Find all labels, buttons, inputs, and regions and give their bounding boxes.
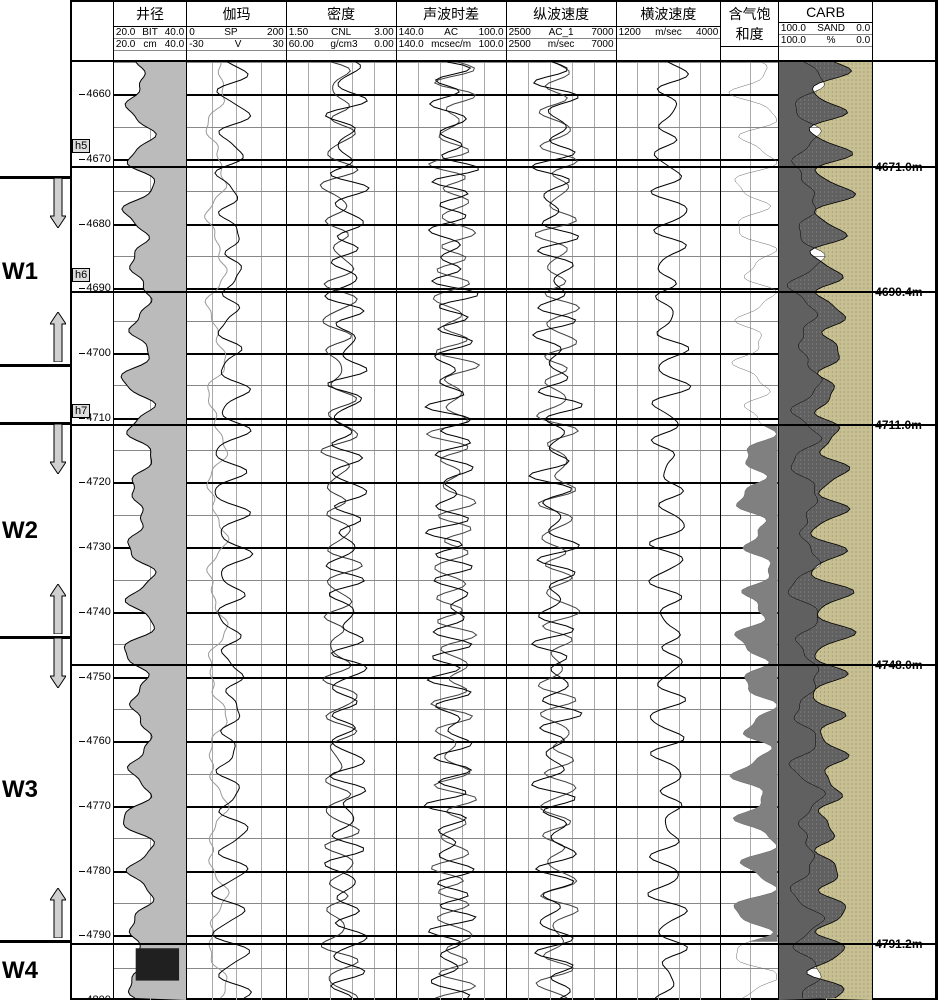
- depth-tick: 4790: [72, 929, 113, 941]
- curve-vs: [617, 62, 721, 1000]
- scale-row: 140.0mcsec/m100.0: [397, 39, 506, 51]
- scale-row: 100.0SAND0.0: [779, 23, 872, 35]
- header-caliper: 井径20.0BIT40.020.0cm40.0: [114, 2, 187, 60]
- header-acoustic: 声波时差140.0AC100.0140.0mcsec/m100.0: [397, 2, 507, 60]
- track-caliper: [114, 62, 187, 1000]
- track-body: 4660467046804690470047104720473047404750…: [72, 62, 936, 1000]
- scale-row: 0SP200: [187, 27, 286, 39]
- track-headers: 井径20.0BIT40.020.0cm40.0伽玛0SP200-30V30密度1…: [72, 2, 936, 62]
- zone-arrow-down-icon: [50, 638, 66, 688]
- scale-row: 2500AC_17000: [507, 27, 616, 39]
- scale-row: 1200m/sec4000: [617, 27, 721, 39]
- zone-label-W1: W1: [2, 258, 38, 286]
- zone-label-W2: W2: [2, 517, 38, 545]
- scale-row: 100.0%0.0: [779, 35, 872, 47]
- header-lithology: CARB100.0SAND0.0100.0%0.0: [779, 2, 873, 60]
- zone-arrow-up-icon: [50, 584, 66, 634]
- track-density: [287, 62, 397, 1000]
- depth-tick: 4750: [72, 671, 113, 683]
- track-title: CARB: [779, 2, 872, 23]
- track-title: 井径: [114, 2, 186, 27]
- horizon-line: [72, 291, 936, 293]
- depth-tick: 4670: [72, 153, 113, 165]
- track-title: 密度: [287, 2, 396, 27]
- track-lithology: [779, 62, 873, 1000]
- scale-row: 1.50CNL3.00: [287, 27, 396, 39]
- header-depth: [72, 2, 114, 60]
- track-title: 伽玛: [187, 2, 286, 27]
- zone-arrow-down-icon: [50, 178, 66, 228]
- horizon-line: [72, 664, 936, 666]
- track-title: 含气饱和度: [721, 2, 778, 47]
- track-right_margin: 4671.0m4690.4m4711.0m4748.0m4791.2m: [873, 62, 936, 1000]
- track-gamma: [187, 62, 287, 1000]
- depth-tick: 4680: [72, 218, 113, 230]
- horizon-line: [72, 943, 936, 945]
- depth-tick: 4660: [72, 88, 113, 100]
- zone-divider: [0, 940, 70, 943]
- depth-tick: 4800: [72, 994, 113, 1000]
- curve-gamma: [187, 62, 286, 1000]
- depth-tick: 4700: [72, 347, 113, 359]
- zone-arrow-down-icon: [50, 424, 66, 474]
- track-title: 纵波速度: [507, 2, 616, 27]
- zone-label-W4: W4: [2, 957, 38, 985]
- track-vp: [507, 62, 617, 1000]
- curve-vp: [507, 62, 616, 1000]
- scale-row: 20.0BIT40.0: [114, 27, 186, 39]
- track-depth: 4660467046804690470047104720473047404750…: [72, 62, 114, 1000]
- marker-h6: h6: [72, 268, 90, 282]
- curve-density: [287, 62, 396, 1000]
- depth-tick: 4730: [72, 541, 113, 553]
- header-vs: 横波速度1200m/sec4000: [617, 2, 722, 60]
- log-area: 井径20.0BIT40.020.0cm40.0伽玛0SP200-30V30密度1…: [70, 0, 938, 1000]
- depth-tick: 4780: [72, 865, 113, 877]
- zone-arrow-up-icon: [50, 888, 66, 938]
- scale-row: -30V30: [187, 39, 286, 51]
- horizon-line: [72, 424, 936, 426]
- track-gas_sat: [721, 62, 779, 1000]
- scale-row: 2500m/sec7000: [507, 39, 616, 51]
- curve-gas_sat: [721, 62, 778, 1000]
- depth-tick: 4760: [72, 735, 113, 747]
- header-density: 密度1.50CNL3.0060.00g/cm30.00: [287, 2, 397, 60]
- scale-row: 140.0AC100.0: [397, 27, 506, 39]
- zone-arrow-up-icon: [50, 312, 66, 362]
- scale-row: 20.0cm40.0: [114, 39, 186, 51]
- depth-tick: 4740: [72, 606, 113, 618]
- header-gas_sat: 含气饱和度: [721, 2, 779, 60]
- track-title: 声波时差: [397, 2, 506, 27]
- header-gamma: 伽玛0SP200-30V30: [187, 2, 287, 60]
- track-title: 横波速度: [617, 2, 721, 27]
- depth-tick: 4770: [72, 800, 113, 812]
- zone-divider: [0, 364, 70, 367]
- curve-lithology: [779, 62, 872, 1000]
- depth-tick: 4720: [72, 476, 113, 488]
- header-vp: 纵波速度2500AC_170002500m/sec7000: [507, 2, 617, 60]
- horizon-line: [72, 166, 936, 168]
- header-right_margin: [873, 2, 936, 60]
- well-log-display: W1 W2 W3 W4 井径20.0BIT40.020.0cm40.0伽玛0SP200…: [0, 0, 938, 1000]
- track-acoustic: [397, 62, 507, 1000]
- marker-h5: h5: [72, 139, 90, 153]
- marker-h7: h7: [72, 404, 90, 418]
- track-vs: [617, 62, 722, 1000]
- zone-column: W1 W2 W3 W4: [0, 60, 70, 1000]
- curve-caliper: [114, 62, 186, 1000]
- scale-row: 60.00g/cm30.00: [287, 39, 396, 51]
- zone-label-W3: W3: [2, 776, 38, 804]
- curve-acoustic: [397, 62, 506, 1000]
